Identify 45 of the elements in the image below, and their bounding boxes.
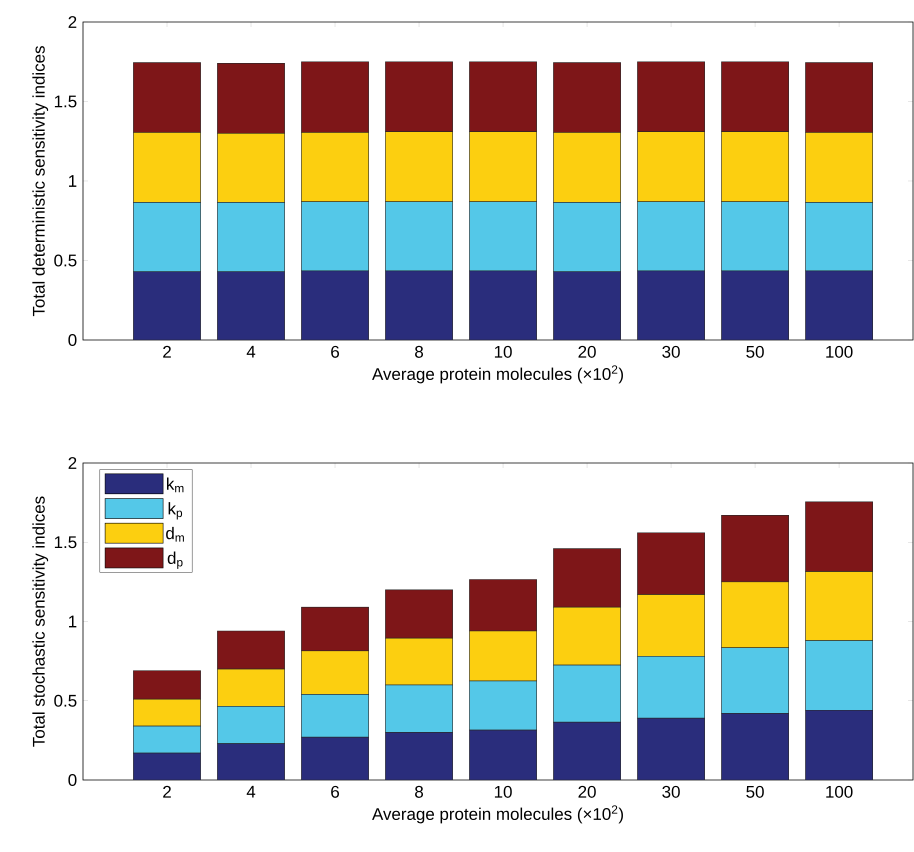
x-tick-label: 10 bbox=[494, 346, 512, 358]
bar bbox=[469, 730, 537, 780]
x-tick-label: 6 bbox=[331, 346, 339, 358]
legend-label: d$_{p}$ bbox=[168, 552, 183, 569]
y-axis-title: Total stochastic sensitivity indices bbox=[32, 496, 48, 747]
x-axis-title: Average protein molecules (×10$^{2}$) bbox=[372, 805, 623, 824]
legend-label: d$_{m}$ bbox=[166, 526, 184, 542]
x-tick-label: 100 bbox=[826, 786, 853, 798]
bar bbox=[301, 737, 369, 780]
y-tick-label: 0.5 bbox=[54, 694, 76, 707]
y-tick-label: 1 bbox=[69, 616, 76, 628]
bar bbox=[133, 753, 201, 780]
y-tick-label: 0 bbox=[68, 334, 76, 346]
x-axis-title: Average protein molecules (×10$^{2}$) bbox=[372, 365, 623, 384]
y-tick-label: 2 bbox=[68, 457, 76, 469]
bar bbox=[805, 710, 873, 780]
x-tick-label: 2 bbox=[163, 346, 171, 358]
y-tick-label: 2 bbox=[68, 16, 76, 28]
x-tick-label: 30 bbox=[662, 346, 680, 358]
bar bbox=[721, 713, 789, 780]
x-tick-label: 8 bbox=[415, 786, 424, 798]
x-tick-label: 50 bbox=[746, 786, 764, 798]
x-tick-label: 20 bbox=[578, 786, 596, 798]
legend-label: k$_{m}$ bbox=[167, 477, 184, 492]
x-tick-label: 4 bbox=[246, 346, 256, 358]
legend-label: k$_{p}$ bbox=[168, 502, 182, 520]
x-tick-label: 6 bbox=[331, 786, 339, 798]
x-tick-label: 10 bbox=[494, 786, 512, 798]
x-tick-label: 30 bbox=[662, 786, 680, 798]
bar bbox=[637, 718, 705, 780]
bar bbox=[553, 722, 621, 780]
bar bbox=[217, 744, 285, 780]
x-tick-label: 8 bbox=[415, 346, 424, 358]
y-axis-title: Total deterministic sensitivity indices bbox=[32, 46, 48, 316]
x-tick-label: 4 bbox=[246, 786, 256, 798]
x-tick-label: 50 bbox=[746, 346, 764, 358]
y-tick-label: 0.5 bbox=[54, 254, 76, 266]
x-tick-label: 20 bbox=[578, 346, 596, 358]
y-tick-label: 0 bbox=[68, 774, 76, 786]
y-tick-label: 1.5 bbox=[54, 536, 76, 548]
x-tick-label: 100 bbox=[826, 346, 853, 358]
bar bbox=[385, 732, 453, 780]
x-tick-label: 2 bbox=[163, 786, 171, 798]
y-tick-label: 1 bbox=[69, 175, 76, 187]
y-tick-label: 1.5 bbox=[54, 96, 76, 108]
